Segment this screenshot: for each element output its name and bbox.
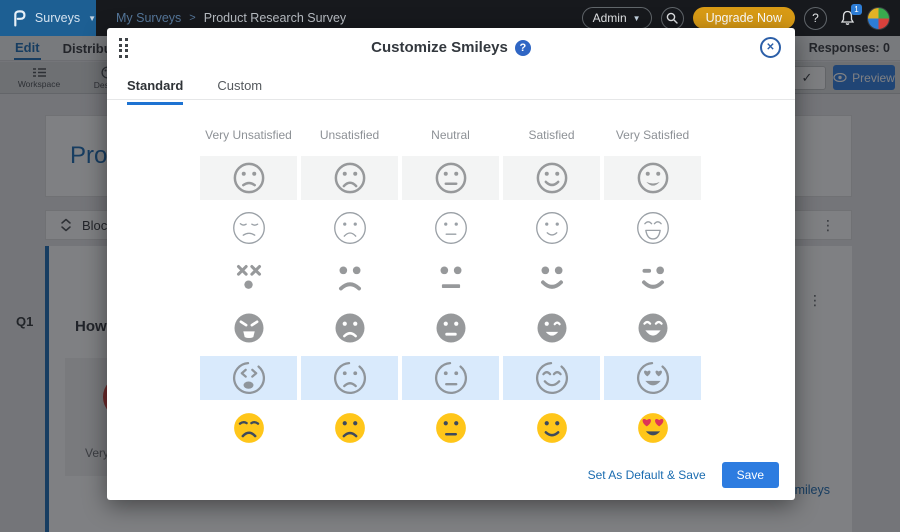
smiley-solid-very-unsatisfied[interactable]: [200, 306, 297, 350]
smiley-emoji-satisfied[interactable]: [503, 406, 600, 450]
smiley-row-outline-thin: [200, 206, 701, 250]
emoji-face-icon: [233, 413, 264, 443]
smiley-sketch-satisfied[interactable]: [503, 356, 600, 400]
smiley-row-outline-bold: [200, 156, 701, 200]
smiley-abstract-neutral[interactable]: [402, 256, 499, 300]
smiley-outline-thin-neutral[interactable]: [402, 206, 499, 250]
smiley-outline-bold-unsatisfied[interactable]: [301, 156, 398, 200]
smiley-abstract-satisfied[interactable]: [503, 256, 600, 300]
smiley-row-abstract: [200, 256, 701, 300]
upgrade-now-button[interactable]: Upgrade Now: [692, 7, 795, 29]
smiley-row-sketch: [200, 356, 701, 400]
breadcrumb-current: Product Research Survey: [203, 11, 347, 25]
emoji-face-icon: [637, 413, 668, 443]
outline-thin-face-icon: [434, 212, 467, 244]
sketch-face-icon: [333, 361, 366, 395]
column-header-unsatisfied: Unsatisfied: [319, 128, 380, 142]
smiley-sketch-very-unsatisfied[interactable]: [200, 356, 297, 400]
admin-label: Admin: [592, 11, 627, 25]
solid-face-icon: [435, 313, 466, 343]
abstract-face-icon: [540, 266, 563, 289]
smiley-outline-thin-very-unsatisfied[interactable]: [200, 206, 297, 250]
solid-face-icon: [334, 313, 365, 343]
smiley-emoji-very-satisfied[interactable]: [604, 406, 701, 450]
smiley-abstract-unsatisfied[interactable]: [301, 256, 398, 300]
outline-bold-face-icon: [233, 162, 264, 194]
set-as-default-save-link[interactable]: Set As Default & Save: [587, 468, 706, 482]
solid-face-icon: [536, 313, 567, 343]
smiley-row-solid: [200, 306, 701, 350]
outline-bold-face-icon: [536, 162, 567, 194]
smiley-sketch-very-satisfied[interactable]: [604, 356, 701, 400]
abstract-face-icon: [338, 266, 361, 291]
notification-badge: 1: [851, 4, 862, 15]
product-menu-label: Surveys: [34, 11, 81, 25]
smiley-outline-thin-satisfied[interactable]: [503, 206, 600, 250]
smiley-emoji-very-unsatisfied[interactable]: [200, 406, 297, 450]
chevron-down-icon: ▼: [88, 13, 96, 23]
smiley-abstract-very-unsatisfied[interactable]: [200, 256, 297, 300]
smiley-solid-very-satisfied[interactable]: [604, 306, 701, 350]
smiley-solid-neutral[interactable]: [402, 306, 499, 350]
abstract-face-icon: [641, 266, 664, 289]
drag-handle-icon[interactable]: [119, 38, 128, 58]
column-header-neutral: Neutral: [431, 128, 470, 142]
save-button[interactable]: Save: [721, 462, 779, 488]
smiley-row-emoji: [200, 406, 701, 450]
smiley-solid-satisfied[interactable]: [503, 306, 600, 350]
customize-smileys-modal: Customize Smileys ? ✕ Standard Custom Ve…: [107, 28, 795, 500]
product-menu[interactable]: Surveys ▼: [0, 0, 96, 36]
outline-thin-face-icon: [535, 212, 568, 244]
smiley-solid-unsatisfied[interactable]: [301, 306, 398, 350]
outline-bold-face-icon: [637, 162, 668, 194]
modal-title: Customize Smileys: [371, 39, 508, 56]
breadcrumb-parent[interactable]: My Surveys: [116, 11, 182, 25]
smiley-outline-thin-very-satisfied[interactable]: [604, 206, 701, 250]
smiley-outline-bold-satisfied[interactable]: [503, 156, 600, 200]
column-header-very-satisfied: Very Satisfied: [615, 128, 690, 142]
admin-menu[interactable]: Admin ▼: [581, 7, 652, 29]
outline-thin-face-icon: [636, 212, 669, 244]
sketch-face-icon: [535, 361, 568, 395]
column-header-very-unsatisfied: Very Unsatisfied: [205, 128, 292, 142]
chevron-down-icon: ▼: [632, 13, 641, 23]
emoji-face-icon: [536, 413, 567, 443]
breadcrumb: My Surveys > Product Research Survey: [116, 11, 346, 25]
notifications-bell-icon[interactable]: 1: [836, 4, 862, 29]
breadcrumb-separator: >: [189, 12, 196, 24]
smiley-sketch-neutral[interactable]: [402, 356, 499, 400]
outline-thin-face-icon: [333, 212, 366, 244]
smiley-grid: Very Unsatisfied Unsatisfied Neutral Satisf…: [200, 128, 701, 456]
help-icon[interactable]: ?: [514, 39, 531, 56]
emoji-face-icon: [334, 413, 365, 443]
sketch-face-icon: [232, 361, 265, 395]
close-icon[interactable]: ✕: [760, 37, 781, 58]
sketch-face-icon: [434, 361, 467, 395]
column-header-satisfied: Satisfied: [528, 128, 575, 142]
search-icon[interactable]: [660, 6, 684, 30]
solid-face-icon: [233, 313, 264, 343]
emoji-face-icon: [435, 413, 466, 443]
questionpro-logo-icon: [14, 10, 26, 27]
smiley-emoji-neutral[interactable]: [402, 406, 499, 450]
outline-bold-face-icon: [435, 162, 466, 194]
smiley-outline-thin-unsatisfied[interactable]: [301, 206, 398, 250]
smiley-outline-bold-neutral[interactable]: [402, 156, 499, 200]
tab-standard[interactable]: Standard: [127, 78, 184, 105]
abstract-face-icon: [236, 265, 261, 289]
solid-face-icon: [637, 313, 668, 343]
tabs-divider: [107, 99, 795, 100]
abstract-face-icon: [440, 266, 461, 289]
tab-custom[interactable]: Custom: [217, 78, 263, 93]
smiley-sketch-unsatisfied[interactable]: [301, 356, 398, 400]
outline-thin-face-icon: [232, 212, 265, 244]
sketch-face-icon: [636, 361, 669, 395]
outline-bold-face-icon: [334, 162, 365, 194]
smiley-outline-bold-very-satisfied[interactable]: [604, 156, 701, 200]
smiley-abstract-very-satisfied[interactable]: [604, 256, 701, 300]
smiley-outline-bold-very-unsatisfied[interactable]: [200, 156, 297, 200]
avatar[interactable]: [867, 6, 890, 30]
help-icon[interactable]: ?: [804, 6, 827, 30]
smiley-emoji-unsatisfied[interactable]: [301, 406, 398, 450]
